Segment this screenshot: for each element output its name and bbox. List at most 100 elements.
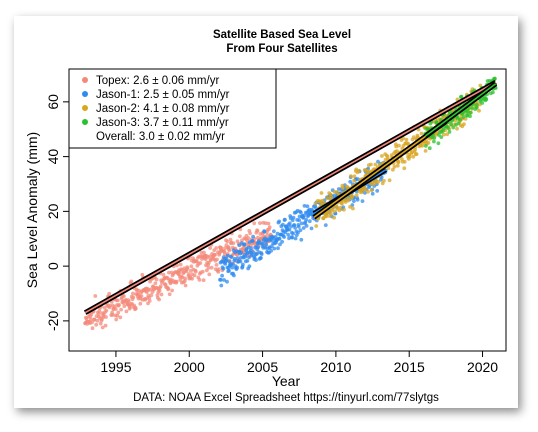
point-jason-2	[340, 186, 345, 190]
point-jason-3	[439, 135, 444, 139]
point-topex	[266, 221, 271, 226]
point-jason-3	[432, 139, 436, 144]
point-jason-1	[370, 191, 375, 196]
point-jason-1	[348, 179, 353, 184]
point-jason-1	[298, 228, 303, 233]
point-jason-1	[293, 236, 298, 241]
point-jason-1	[269, 249, 273, 253]
legend-topex-label: Topex: 2.6 ± 0.06 mm/yr	[96, 75, 219, 87]
point-jason-1	[247, 264, 252, 269]
point-jason-2	[391, 167, 395, 172]
point-topex	[149, 293, 154, 298]
legend-box	[68, 68, 277, 149]
point-topex	[167, 270, 171, 275]
x-axis: 1995 2000 2005 2010 2015 2020	[100, 351, 498, 375]
point-jason-1	[302, 204, 307, 208]
point-jason-3	[470, 105, 474, 110]
point-jason-1	[230, 262, 235, 266]
point-topex	[207, 254, 212, 259]
point-jason-2	[407, 154, 412, 159]
point-jason-2	[402, 166, 407, 171]
point-jason-1	[302, 213, 306, 218]
point-jason-2	[357, 168, 361, 173]
point-jason-1	[245, 259, 250, 263]
point-topex	[248, 231, 253, 236]
point-jason-1	[282, 235, 286, 239]
point-jason-1	[224, 257, 229, 262]
point-topex	[103, 323, 108, 328]
point-topex	[246, 236, 251, 241]
y-tick-label: -20	[45, 311, 61, 331]
point-jason-2	[332, 215, 336, 220]
point-jason-3	[447, 130, 452, 134]
point-jason-1	[287, 227, 292, 232]
point-topex	[197, 278, 202, 282]
y-axis: -20 0 20 40 60	[45, 94, 69, 331]
point-jason-3	[446, 126, 451, 130]
point-topex	[98, 321, 103, 326]
point-topex	[178, 262, 183, 267]
point-topex	[119, 307, 123, 312]
point-topex	[107, 291, 112, 296]
point-jason-1	[259, 256, 263, 260]
point-jason-1	[352, 199, 356, 204]
point-jason-2	[420, 143, 425, 148]
point-jason-1	[277, 236, 282, 241]
legend-jason2-marker	[82, 105, 88, 111]
point-topex	[206, 266, 211, 270]
point-topex	[190, 276, 195, 281]
point-jason-1	[227, 259, 232, 264]
point-jason-2	[395, 163, 400, 168]
point-jason-1	[249, 246, 254, 251]
point-topex	[147, 299, 152, 303]
point-topex	[116, 310, 121, 315]
point-jason-1	[242, 242, 247, 247]
point-jason-1	[293, 226, 297, 230]
point-jason-1	[225, 253, 230, 258]
point-jason-1	[254, 258, 258, 262]
point-jason-1	[323, 223, 328, 228]
legend-jason2-label: Jason-2: 4.1 ± 0.08 mm/yr	[96, 103, 230, 115]
point-jason-1	[243, 255, 248, 259]
point-topex	[129, 279, 134, 284]
point-topex	[265, 233, 270, 237]
point-topex	[192, 273, 197, 278]
x-tick-label: 2015	[394, 359, 425, 375]
point-jason-1	[219, 283, 224, 288]
point-jason-2	[462, 122, 466, 127]
point-jason-3	[449, 122, 453, 127]
point-jason-2	[329, 195, 334, 199]
point-jason-2	[349, 174, 353, 179]
point-topex	[95, 318, 100, 323]
point-jason-1	[296, 230, 300, 235]
point-jason-3	[491, 90, 495, 95]
point-topex	[166, 286, 171, 291]
point-jason-2	[366, 189, 370, 194]
y-tick-label: 60	[45, 94, 61, 110]
point-jason-1	[230, 265, 235, 270]
point-jason-3	[423, 144, 428, 148]
point-jason-3	[468, 114, 472, 119]
point-jason-1	[276, 246, 280, 251]
x-tick-label: 2005	[247, 359, 278, 375]
point-jason-1	[261, 242, 265, 246]
point-topex	[193, 269, 198, 274]
point-jason-2	[397, 143, 401, 148]
point-topex	[161, 272, 166, 277]
point-jason-2	[411, 154, 416, 159]
point-jason-2	[351, 206, 355, 211]
point-jason-2	[319, 191, 324, 195]
point-jason-3	[427, 146, 432, 151]
point-topex	[207, 260, 211, 265]
point-jason-1	[221, 266, 226, 271]
point-jason-3	[461, 115, 466, 119]
point-jason-2	[455, 126, 459, 131]
y-tick-label: 20	[45, 203, 61, 219]
point-topex	[214, 246, 219, 250]
point-jason-1	[262, 229, 267, 234]
point-topex	[108, 303, 112, 308]
point-jason-1	[272, 246, 277, 251]
trend-overall	[84, 81, 497, 314]
point-jason-2	[380, 154, 384, 158]
y-axis-label: Sea Level Anomaly (mm)	[24, 132, 40, 288]
